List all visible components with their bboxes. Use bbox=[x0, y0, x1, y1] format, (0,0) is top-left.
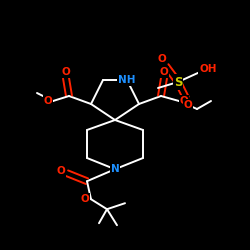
Text: O: O bbox=[160, 67, 168, 77]
Text: O: O bbox=[62, 67, 70, 77]
Text: S: S bbox=[174, 76, 182, 88]
Text: O: O bbox=[180, 96, 188, 106]
Text: NH: NH bbox=[118, 75, 136, 85]
Text: O: O bbox=[184, 100, 192, 110]
Text: O: O bbox=[56, 166, 66, 176]
Text: OH: OH bbox=[199, 64, 217, 74]
Text: O: O bbox=[158, 54, 166, 64]
Text: O: O bbox=[44, 96, 52, 106]
Text: N: N bbox=[110, 164, 120, 174]
Text: O: O bbox=[80, 194, 90, 204]
